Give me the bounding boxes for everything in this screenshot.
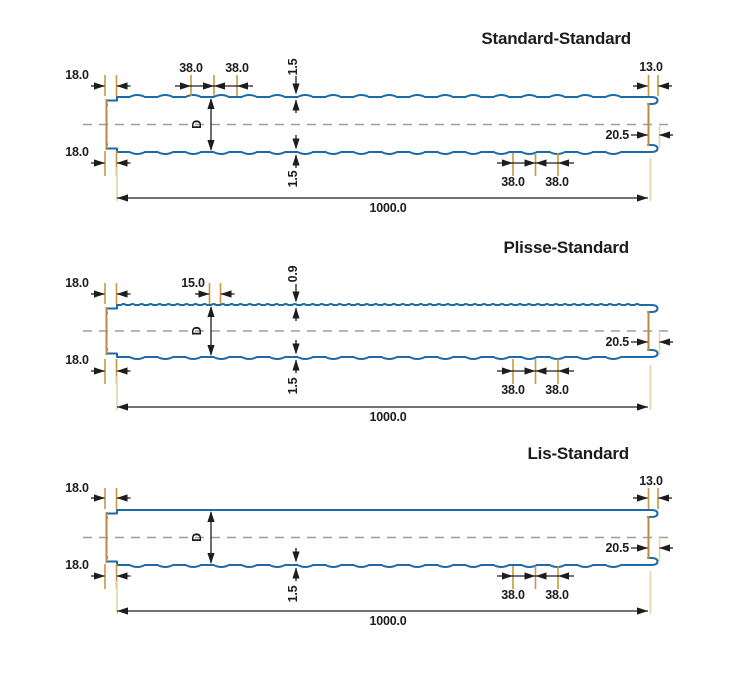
dim-label: 18.0: [65, 68, 89, 82]
dim-label: 38.0: [179, 61, 203, 75]
dim-right-joint-width: 20.5: [605, 126, 673, 148]
dim-label: 38.0: [501, 383, 525, 397]
panel-bottom-face: [116, 564, 641, 568]
dim-bottom-rib-pitch: 38.0 38.0: [497, 153, 574, 189]
dim-label: 38.0: [501, 175, 525, 189]
dim-label: 18.0: [65, 481, 89, 495]
dim-label: 1.5: [286, 377, 300, 394]
dim-core-depth: D: [190, 511, 215, 564]
dim-label: D: [190, 120, 204, 129]
dim-right-joint-width: 20.5: [605, 333, 673, 355]
dim-label: 1000.0: [369, 410, 406, 424]
dim-label: 20.5: [605, 128, 629, 142]
dim-label: 18.0: [65, 145, 89, 159]
dim-top-rib-pitch: 15.0: [181, 276, 235, 304]
dim-right-joint-width: 20.5: [605, 539, 673, 561]
dim-top-left-width: 18.0: [65, 68, 131, 96]
panel-title: Standard-Standard: [481, 29, 631, 48]
dim-label: D: [190, 533, 204, 542]
panel-bottom-face: [116, 356, 641, 360]
dim-core-depth: D: [190, 306, 215, 356]
dim-top-sheet-thickness: 0.9: [286, 265, 300, 321]
panel-right-edge: [639, 509, 659, 566]
panel-title: Plisse-Standard: [504, 238, 630, 257]
dim-label: 1000.0: [369, 614, 406, 628]
dim-label: 38.0: [501, 588, 525, 602]
panel-plisse-standard: Plisse-Standard 18.0: [65, 238, 674, 424]
panel-top-face: [116, 94, 641, 98]
dim-label: D: [190, 326, 204, 335]
dim-label: 20.5: [605, 541, 629, 555]
dim-label: 38.0: [545, 588, 569, 602]
dim-label: 13.0: [639, 474, 663, 488]
dim-label: 18.0: [65, 353, 89, 367]
dim-overall-width: 1000.0: [116, 158, 652, 215]
dim-bottom-sheet-thickness: 1.5: [286, 548, 300, 602]
dim-label: 38.0: [545, 175, 569, 189]
dim-label: 18.0: [65, 276, 89, 290]
dim-top-rib-pitch: 38.0 38.0: [175, 61, 253, 96]
dim-label: 1.5: [286, 585, 300, 602]
dim-bottom-left-width: 18.0: [65, 145, 131, 176]
dim-bottom-left-width: 18.0: [65, 558, 131, 589]
panel-right-edge: [639, 304, 659, 358]
dim-label: 0.9: [286, 265, 300, 282]
dim-label: 18.0: [65, 558, 89, 572]
dim-top-left-width: 18.0: [65, 481, 131, 509]
dim-overall-width: 1000.0: [116, 571, 652, 628]
dim-core-depth: D: [190, 98, 215, 151]
dim-label: 1.5: [286, 170, 300, 187]
panel-top-face: [116, 303, 641, 306]
dim-label: 13.0: [639, 60, 663, 74]
dim-bottom-rib-pitch: 38.0 38.0: [497, 566, 574, 602]
dim-label: 1.5: [286, 58, 300, 75]
dim-label: 38.0: [225, 61, 249, 75]
dim-label: 1000.0: [369, 201, 406, 215]
panel-bottom-face: [116, 151, 641, 155]
panel-right-edge: [639, 96, 659, 153]
panel-lis-standard: Lis-Standard 18.0: [65, 444, 674, 628]
panel-title: Lis-Standard: [527, 444, 629, 463]
dim-bottom-sheet-thickness: 1.5: [286, 135, 300, 187]
dim-bottom-rib-pitch: 38.0 38.0: [497, 359, 574, 397]
dim-top-left-width: 18.0: [65, 276, 131, 304]
dim-label: 38.0: [545, 383, 569, 397]
dim-label: 15.0: [181, 276, 205, 290]
dim-overall-width: 1000.0: [116, 365, 652, 424]
dim-label: 20.5: [605, 335, 629, 349]
dim-bottom-sheet-thickness: 1.5: [286, 340, 300, 394]
panel-left-edge: [105, 509, 118, 566]
panel-standard-standard: Standard-Standard 18.0: [65, 29, 674, 215]
panel-left-edge: [105, 304, 118, 358]
dim-top-right-width: 13.0: [633, 474, 672, 509]
dim-top-right-width: 13.0: [633, 60, 672, 96]
panel-left-edge: [105, 96, 118, 153]
dim-top-sheet-thickness: 1.5: [286, 58, 300, 113]
